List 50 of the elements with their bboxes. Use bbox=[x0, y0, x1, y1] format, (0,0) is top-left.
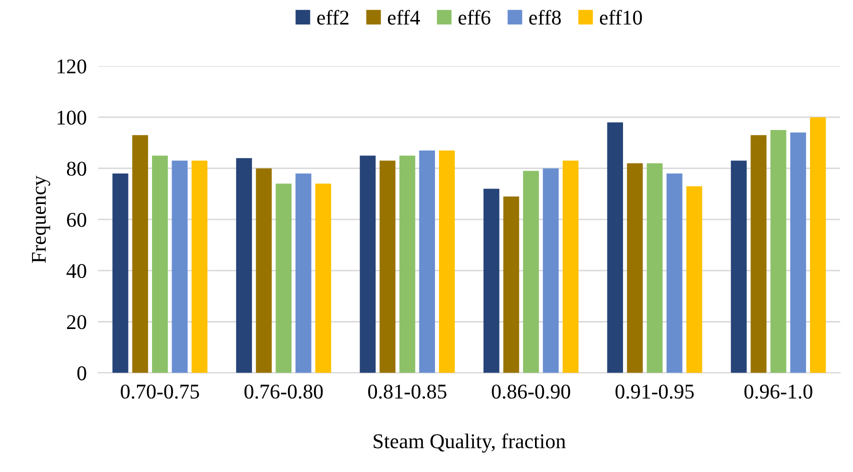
bar bbox=[112, 173, 128, 373]
x-tick-label: 0.86-0.90 bbox=[492, 384, 570, 399]
x-axis-title: Steam Quality, fraction bbox=[374, 433, 566, 453]
bar bbox=[626, 163, 643, 373]
bar bbox=[523, 170, 539, 373]
x-tick-label: 0.96-1.0 bbox=[744, 384, 812, 399]
x-tick-label: 0.91-0.95 bbox=[616, 384, 694, 399]
bar bbox=[295, 173, 312, 373]
y-tick-label: 120 bbox=[58, 59, 86, 74]
bar bbox=[483, 188, 500, 373]
bar bbox=[132, 135, 148, 373]
y-tick-label: 100 bbox=[58, 110, 86, 125]
bar bbox=[276, 184, 292, 373]
x-tick-label: 0.76-0.80 bbox=[244, 384, 323, 399]
bar bbox=[315, 184, 332, 373]
bar bbox=[438, 150, 455, 373]
x-tick-label: 0.70-0.75 bbox=[120, 384, 200, 399]
y-tick-label: 60 bbox=[67, 212, 86, 227]
bar bbox=[152, 156, 168, 373]
y-tick-label: 20 bbox=[67, 315, 86, 330]
legend-label: eff8 bbox=[529, 10, 561, 25]
y-tick-label: 80 bbox=[66, 162, 86, 176]
bar bbox=[542, 168, 559, 373]
y-tick-label: 40 bbox=[66, 264, 86, 278]
bar bbox=[607, 122, 624, 373]
legend-label: eff10 bbox=[600, 10, 642, 25]
bar bbox=[666, 173, 682, 373]
bar bbox=[192, 160, 208, 373]
bar bbox=[503, 196, 520, 373]
y-tick-label: 0 bbox=[77, 366, 86, 380]
bar bbox=[399, 156, 416, 373]
bar bbox=[750, 135, 766, 373]
bar bbox=[360, 156, 376, 373]
legend-label: eff2 bbox=[317, 10, 348, 25]
y-axis-title: Frequency bbox=[32, 176, 50, 263]
bar bbox=[256, 168, 272, 373]
bar bbox=[730, 160, 747, 373]
bar bbox=[236, 158, 252, 373]
bar bbox=[646, 163, 663, 373]
bar bbox=[562, 160, 578, 373]
legend-label: eff6 bbox=[458, 10, 490, 25]
bar bbox=[380, 160, 396, 373]
x-tick-label: 0.81-0.85 bbox=[368, 384, 446, 399]
bar bbox=[770, 130, 786, 373]
bar bbox=[419, 150, 436, 373]
bar bbox=[790, 132, 806, 373]
legend-label: eff4 bbox=[388, 10, 420, 25]
bar bbox=[686, 186, 702, 373]
bar bbox=[172, 160, 188, 373]
bar bbox=[810, 117, 826, 373]
